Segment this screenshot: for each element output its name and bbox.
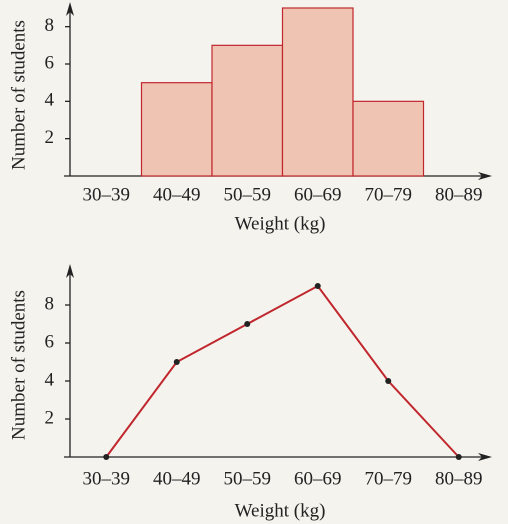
- y-tick-label: 2: [45, 407, 55, 428]
- y-tick-label: 8: [45, 15, 55, 36]
- x-tick-label: 40–49: [153, 468, 201, 489]
- y-tick-label: 4: [45, 90, 55, 111]
- x-tick-label: 40–49: [153, 184, 201, 205]
- y-axis-arrow: [66, 2, 74, 16]
- x-tick-label: 60–69: [294, 468, 342, 489]
- x-axis-arrow: [478, 172, 492, 180]
- x-tick-label: 60–69: [294, 184, 342, 205]
- x-tick-label: 30–39: [83, 468, 131, 489]
- bar: [352, 100, 425, 177]
- x-tick-label: 70–79: [365, 184, 413, 205]
- point: [244, 321, 251, 327]
- x-tick-label: 50–59: [224, 184, 272, 205]
- x-tick-label: 80–89: [435, 184, 483, 205]
- point: [173, 359, 180, 365]
- y-tick-label: 6: [45, 331, 55, 352]
- x-axis-label: Weight (kg): [235, 500, 326, 521]
- y-axis-arrow: [66, 264, 74, 278]
- point: [314, 283, 321, 289]
- y-axis-label: Number of students: [8, 290, 29, 440]
- bar: [281, 7, 354, 177]
- x-tick-label: 80–89: [435, 468, 483, 489]
- y-tick-label: 6: [45, 52, 55, 73]
- y-axis-label: Number of students: [8, 20, 29, 170]
- y-tick-label: 8: [45, 293, 55, 314]
- point: [455, 454, 462, 460]
- bar: [211, 44, 284, 177]
- y-tick-label: 4: [45, 369, 55, 390]
- line: [105, 284, 460, 458]
- y-tick-label: 2: [45, 127, 55, 148]
- x-tick-label: 50–59: [224, 468, 272, 489]
- x-tick-label: 30–39: [83, 184, 131, 205]
- x-axis-arrow: [478, 453, 492, 461]
- x-axis-label: Weight (kg): [235, 213, 326, 234]
- point: [103, 454, 110, 460]
- bar: [140, 82, 213, 177]
- x-tick-label: 70–79: [365, 468, 413, 489]
- point: [385, 378, 392, 384]
